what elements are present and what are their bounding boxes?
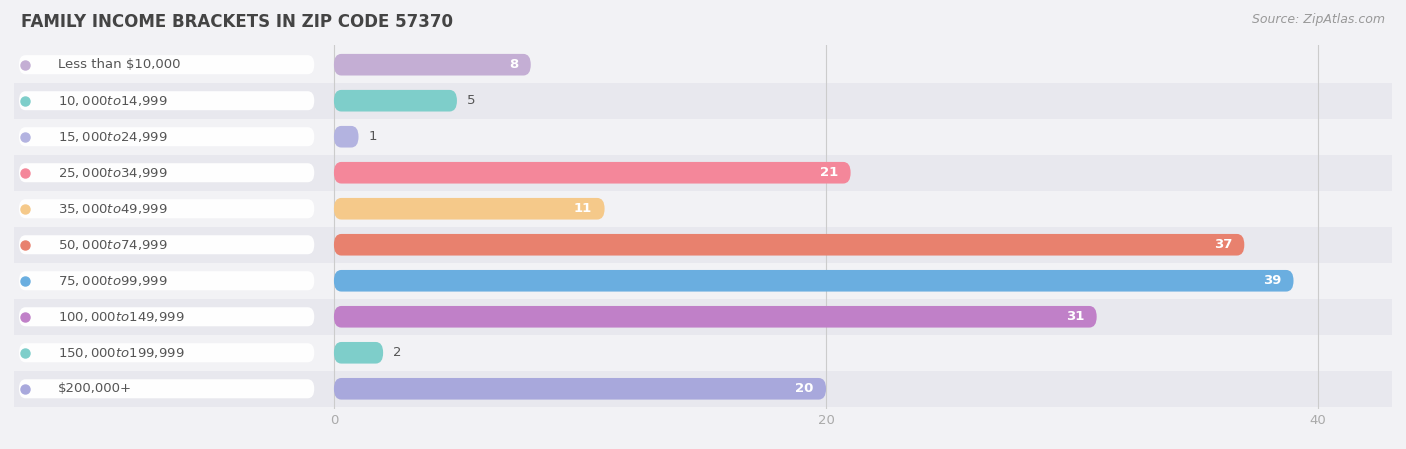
Bar [14, 83, 1392, 119]
Text: $75,000 to $99,999: $75,000 to $99,999 [58, 274, 169, 288]
FancyBboxPatch shape [335, 162, 851, 184]
Bar [14, 227, 1392, 263]
Bar [14, 335, 1392, 371]
Text: $50,000 to $74,999: $50,000 to $74,999 [58, 238, 169, 252]
Text: $200,000+: $200,000+ [58, 382, 132, 395]
FancyBboxPatch shape [335, 234, 1244, 255]
Text: Less than $10,000: Less than $10,000 [58, 58, 181, 71]
Text: Source: ZipAtlas.com: Source: ZipAtlas.com [1251, 13, 1385, 26]
Bar [14, 371, 1392, 407]
Text: $25,000 to $34,999: $25,000 to $34,999 [58, 166, 169, 180]
FancyBboxPatch shape [18, 343, 315, 362]
Bar [14, 263, 1392, 299]
FancyBboxPatch shape [18, 235, 315, 254]
FancyBboxPatch shape [18, 379, 315, 398]
Text: 5: 5 [467, 94, 475, 107]
Bar [14, 191, 1392, 227]
Text: $150,000 to $199,999: $150,000 to $199,999 [58, 346, 184, 360]
Text: 8: 8 [509, 58, 519, 71]
Text: 20: 20 [796, 382, 814, 395]
FancyBboxPatch shape [335, 342, 382, 364]
Bar [14, 299, 1392, 335]
Text: FAMILY INCOME BRACKETS IN ZIP CODE 57370: FAMILY INCOME BRACKETS IN ZIP CODE 57370 [21, 13, 453, 31]
FancyBboxPatch shape [18, 127, 315, 146]
Bar [14, 155, 1392, 191]
Text: 21: 21 [820, 166, 838, 179]
FancyBboxPatch shape [18, 55, 315, 74]
FancyBboxPatch shape [335, 306, 1097, 328]
Text: $100,000 to $149,999: $100,000 to $149,999 [58, 310, 184, 324]
Text: 37: 37 [1213, 238, 1232, 251]
Bar [14, 119, 1392, 155]
FancyBboxPatch shape [335, 378, 827, 400]
FancyBboxPatch shape [335, 126, 359, 148]
FancyBboxPatch shape [335, 270, 1294, 291]
Text: $10,000 to $14,999: $10,000 to $14,999 [58, 94, 169, 108]
FancyBboxPatch shape [335, 54, 531, 75]
Text: 2: 2 [394, 346, 402, 359]
FancyBboxPatch shape [335, 90, 457, 111]
FancyBboxPatch shape [18, 91, 315, 110]
FancyBboxPatch shape [18, 163, 315, 182]
Text: 31: 31 [1066, 310, 1084, 323]
Text: $35,000 to $49,999: $35,000 to $49,999 [58, 202, 169, 216]
Text: 11: 11 [574, 202, 592, 215]
Bar [14, 47, 1392, 83]
FancyBboxPatch shape [18, 271, 315, 290]
Text: 1: 1 [368, 130, 377, 143]
Text: $15,000 to $24,999: $15,000 to $24,999 [58, 130, 169, 144]
Text: 39: 39 [1263, 274, 1281, 287]
FancyBboxPatch shape [18, 307, 315, 326]
FancyBboxPatch shape [335, 198, 605, 220]
FancyBboxPatch shape [18, 199, 315, 218]
